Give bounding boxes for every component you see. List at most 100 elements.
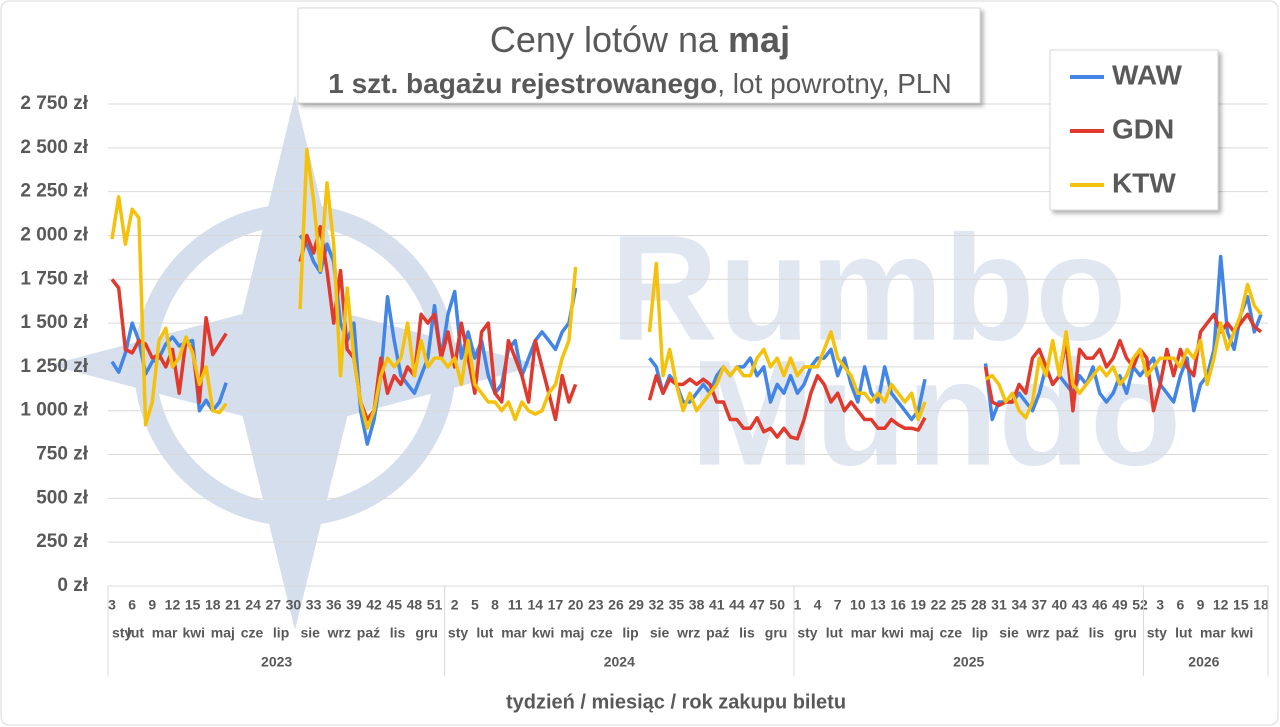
series-line	[110, 224, 1263, 441]
x-tick-label: 15	[1233, 597, 1249, 613]
month-label: lut	[1175, 625, 1192, 641]
month-label: lis	[390, 625, 406, 641]
month-label: lut	[127, 625, 144, 641]
legend-label: WAW	[1112, 59, 1183, 90]
y-tick-label: 500 zł	[36, 487, 88, 508]
x-tick-label: 24	[245, 597, 261, 613]
x-tick-label: 29	[628, 597, 644, 613]
month-label: gru	[765, 625, 788, 641]
x-tick-label: 23	[588, 597, 604, 613]
month-label: sie	[650, 625, 670, 641]
month-label: gru	[415, 625, 438, 641]
month-label: paź	[357, 625, 380, 641]
month-label: lip	[972, 625, 988, 641]
x-tick-label: 32	[648, 597, 664, 613]
month-label: lis	[739, 625, 755, 641]
x-tick-label: 46	[1092, 597, 1108, 613]
x-tick-label: 6	[1176, 597, 1184, 613]
x-tick-label: 20	[568, 597, 584, 613]
chart-title: Ceny lotów na maj	[490, 19, 790, 60]
x-tick-label: 52	[1132, 597, 1148, 613]
x-tick-label: 45	[386, 597, 402, 613]
x-tick-label: 28	[971, 597, 987, 613]
x-tick-label: 35	[669, 597, 685, 613]
title-bold: maj	[728, 19, 790, 60]
x-tick-label: 30	[286, 597, 302, 613]
x-tick-label: 14	[528, 597, 544, 613]
x-tick-label: 7	[834, 597, 842, 613]
y-tick-label: 2 500 zł	[20, 137, 88, 158]
y-tick-label: 1 000 zł	[20, 400, 88, 421]
x-tick-label: 9	[148, 597, 156, 613]
x-tick-label: 25	[951, 597, 967, 613]
x-tick-label: 34	[1011, 597, 1027, 613]
x-tick-label: 17	[548, 597, 564, 613]
legend-label: KTW	[1112, 167, 1176, 198]
y-tick-label: 2 250 zł	[20, 181, 88, 202]
y-tick-label: 2 750 zł	[20, 93, 88, 114]
x-tick-label: 37	[1031, 597, 1047, 613]
subtitle-text: , lot powrotny, PLN	[717, 68, 951, 99]
month-label: sie	[999, 625, 1019, 641]
y-tick-label: 250 zł	[36, 531, 88, 552]
legend-label: GDN	[1112, 113, 1174, 144]
x-tick-label: 3	[1156, 597, 1164, 613]
month-label: kwi	[182, 625, 205, 641]
x-tick-label: 1	[793, 597, 801, 613]
month-label: cze	[940, 625, 963, 641]
x-tick-label: 12	[1213, 597, 1229, 613]
month-label: gru	[1114, 625, 1137, 641]
title-text: Ceny lotów na	[490, 19, 719, 60]
x-tick-label: 27	[265, 597, 281, 613]
x-tick-label: 21	[225, 597, 241, 613]
month-label: lip	[622, 625, 638, 641]
month-label: sie	[300, 625, 320, 641]
month-label: sty	[448, 625, 468, 641]
x-tick-label: 48	[407, 597, 423, 613]
month-label: cze	[241, 625, 264, 641]
x-tick-label: 13	[870, 597, 886, 613]
month-label: kwi	[881, 625, 904, 641]
x-tick-label: 36	[326, 597, 342, 613]
x-tick-label: 44	[729, 597, 745, 613]
series-line	[110, 147, 1263, 431]
x-tick-label: 19	[911, 597, 927, 613]
x-tick-label: 26	[608, 597, 624, 613]
year-label: 2025	[953, 654, 984, 670]
x-tick-label: 4	[814, 597, 822, 613]
x-tick-label: 51	[427, 597, 443, 613]
x-tick-label: 15	[185, 597, 201, 613]
x-tick-label: 38	[689, 597, 705, 613]
month-label: mar	[501, 625, 527, 641]
x-tick-label: 10	[850, 597, 866, 613]
y-tick-label: 1 750 zł	[20, 268, 88, 289]
month-label: cze	[590, 625, 613, 641]
x-tick-label: 31	[991, 597, 1007, 613]
x-tick-label: 47	[749, 597, 765, 613]
x-tick-label: 11	[508, 597, 523, 613]
x-tick-label: 22	[931, 597, 947, 613]
chart-subtitle: 1 szt. bagażu rejestrowanego, lot powrot…	[328, 68, 951, 99]
month-label: wrz	[676, 625, 700, 641]
y-tick-label: 1 500 zł	[20, 312, 88, 333]
month-label: kwi	[1231, 625, 1254, 641]
month-label: mar	[1200, 625, 1226, 641]
month-label: lut	[826, 625, 843, 641]
x-tick-label: 50	[769, 597, 785, 613]
y-tick-label: 750 zł	[36, 444, 88, 465]
month-label: maj	[211, 625, 235, 641]
x-tick-label: 40	[1052, 597, 1068, 613]
x-tick-label: 39	[346, 597, 362, 613]
x-tick-label: 18	[205, 597, 221, 613]
x-tick-label: 2	[451, 597, 459, 613]
month-label: wrz	[327, 625, 351, 641]
x-tick-label: 9	[1197, 597, 1205, 613]
month-label: maj	[910, 625, 934, 641]
watermark-word: Mundo	[690, 329, 1181, 497]
x-tick-label: 8	[491, 597, 499, 613]
month-label: lis	[1089, 625, 1105, 641]
month-label: sty	[1147, 625, 1167, 641]
